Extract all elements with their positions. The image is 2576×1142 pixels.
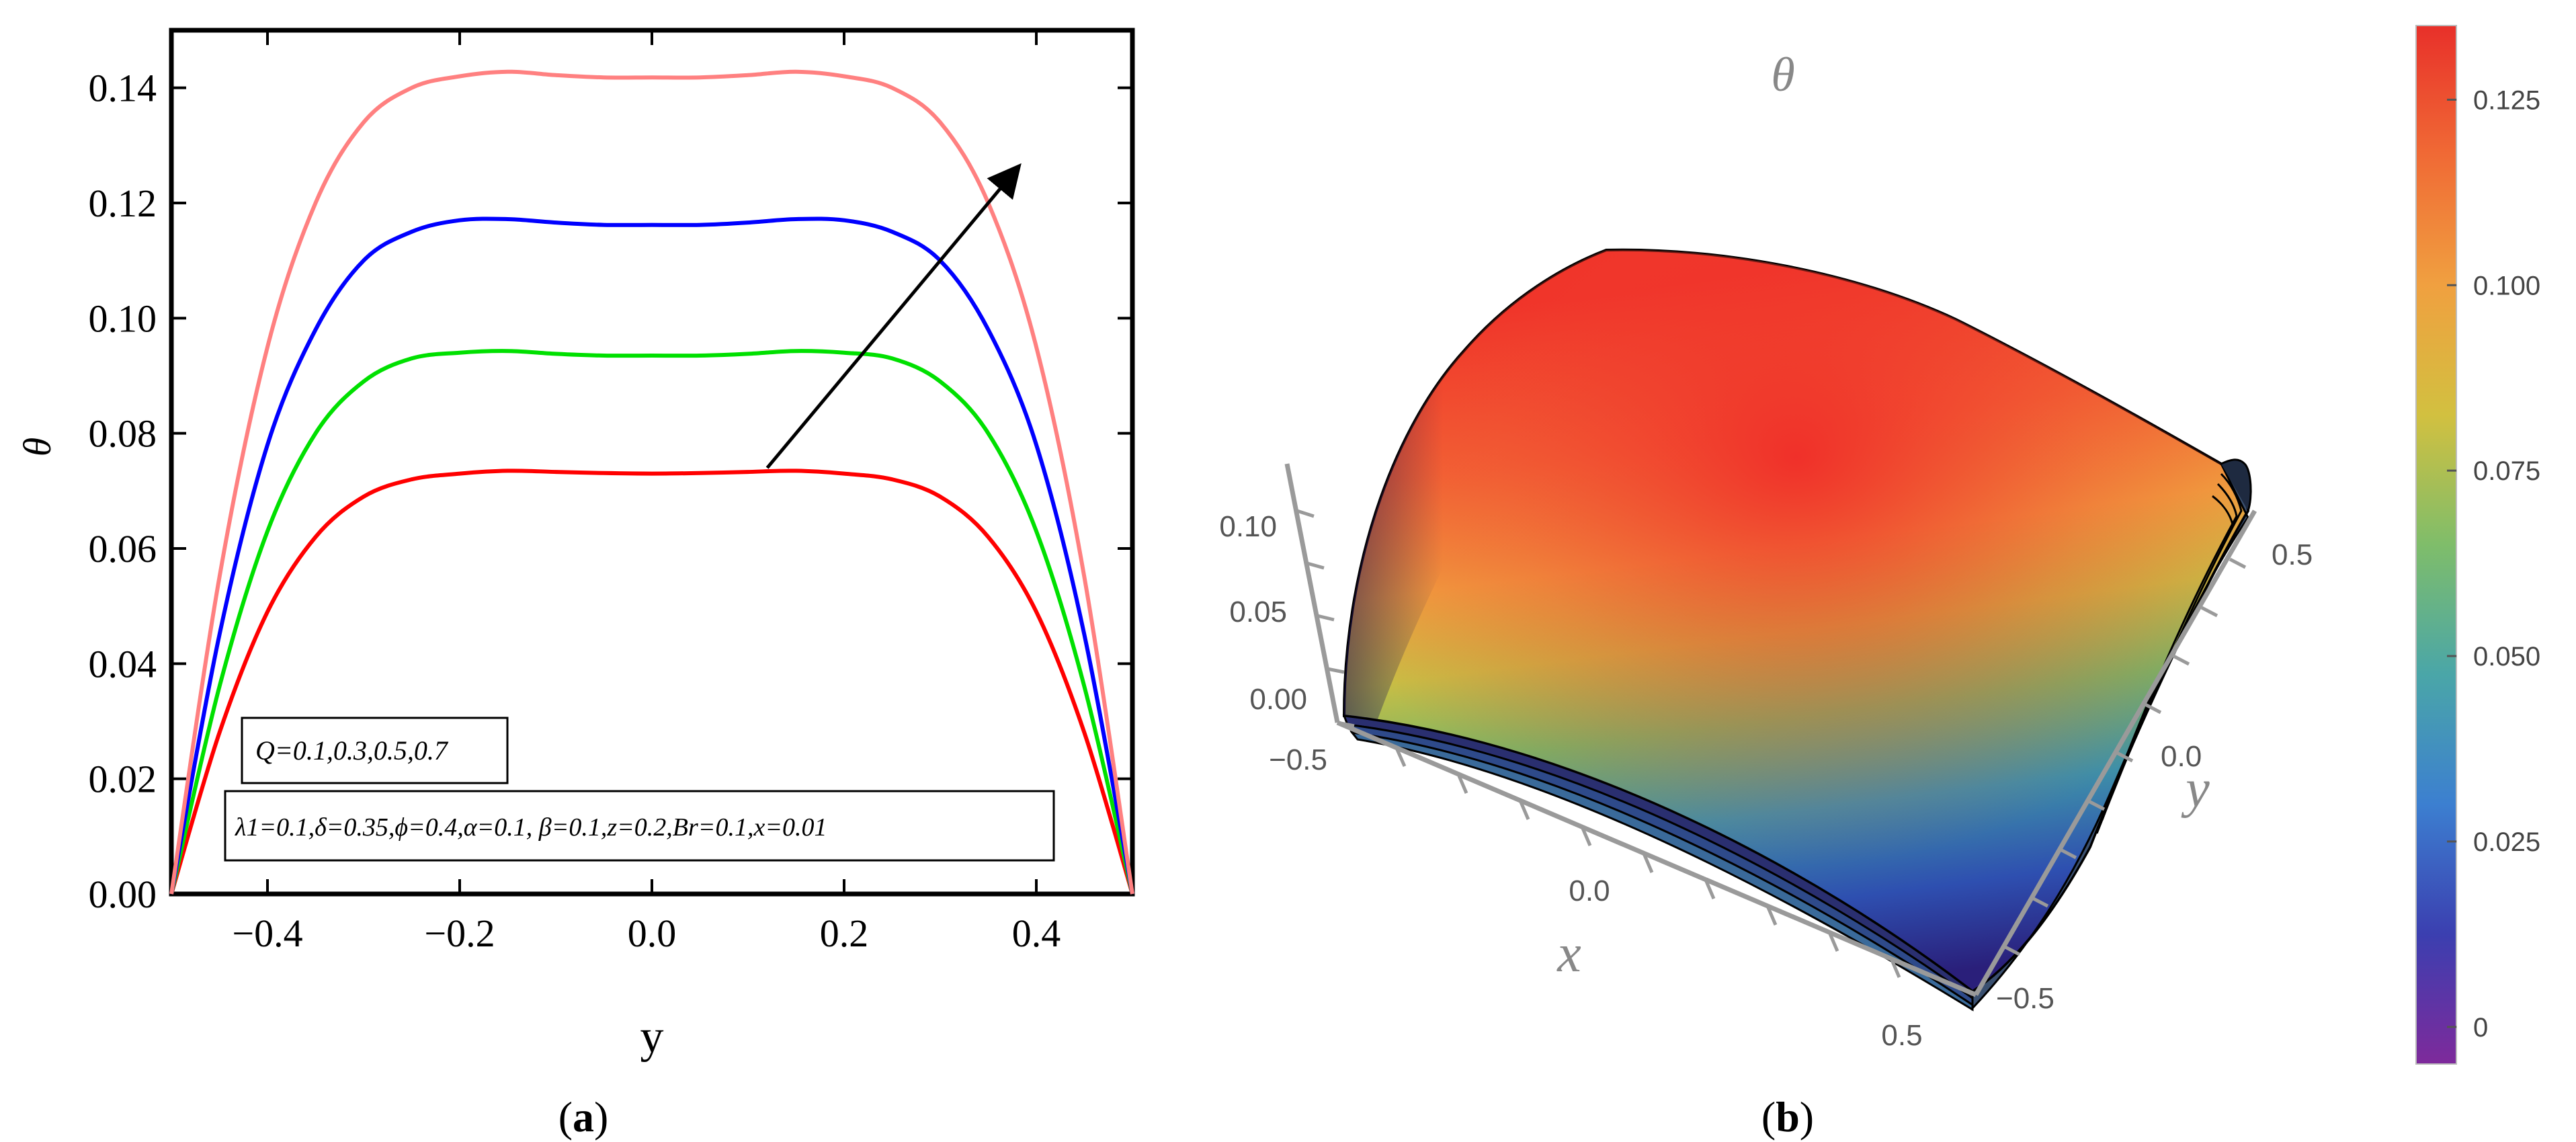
colorbar: 0 0.025 0.050 0.075 0.100 0.125	[2415, 25, 2540, 1065]
x-axis-label: y	[640, 1011, 664, 1063]
y-tick-label: 0.12	[89, 181, 157, 225]
y-tick-label: 0.06	[89, 527, 157, 571]
y-tick-label: 0.0	[2161, 740, 2202, 773]
colorbar-tick-label: 0.050	[2473, 642, 2540, 671]
panel-label-a: (a)	[558, 1093, 609, 1141]
z-tick-label: 0.05	[1229, 596, 1287, 628]
series-line	[169, 69, 1134, 895]
y-axis-ticks: 0.00 0.02 0.04 0.06 0.08 0.10 0.12 0.14	[89, 67, 1132, 916]
panel-label-b: (b)	[1761, 1093, 1814, 1141]
colorbar-tick-label: 0.025	[2473, 827, 2540, 857]
y-tick-label: 0.00	[89, 872, 157, 916]
surface-plot-panel: θ	[1219, 25, 2540, 1141]
z-tick-label: 0.00	[1249, 683, 1307, 716]
colorbar-tick-label: 0.100	[2473, 271, 2540, 300]
colorbar-tick-label: 0	[2473, 1013, 2488, 1043]
y-tick-label: 0.14	[89, 67, 157, 110]
y-tick-label: 0.08	[89, 412, 157, 456]
series-line	[169, 216, 1134, 895]
surface-title: θ	[1771, 48, 1794, 101]
colorbar-gradient	[2415, 25, 2457, 1065]
series-line	[169, 349, 1134, 895]
y-tick-label: −0.5	[1996, 982, 2054, 1015]
x-tick-label: 0.2	[820, 911, 869, 955]
surface-axes	[1284, 463, 2257, 997]
x-tick-label: 0.5	[1881, 1019, 1922, 1052]
theta-surface	[1342, 248, 2252, 1012]
x-tick-label: 0.0	[628, 911, 677, 955]
series-line	[169, 468, 1134, 895]
y-tick-label: 0.02	[89, 758, 157, 801]
colorbar-tick-label: 0.125	[2473, 85, 2540, 115]
x-tick-label: −0.2	[424, 911, 495, 955]
surface-y-label: y	[2181, 760, 2210, 819]
y-tick-label: 0.10	[89, 296, 157, 340]
legend-params-text: λ1=0.1,δ=0.35,ϕ=0.4,α=0.1, β=0.1,z=0.2,B…	[235, 813, 827, 842]
x-tick-label: 0.0	[1569, 874, 1610, 907]
x-tick-label: 0.4	[1012, 911, 1061, 955]
x-tick-label: −0.5	[1269, 743, 1327, 776]
surface-axis-ticks	[1296, 509, 2247, 978]
surface-tick-labels: 0.10 0.05 0.00 −0.5 0.0 0.5 −0.5 0.0 0.5	[1219, 510, 2313, 1052]
z-tick-label: 0.10	[1219, 510, 1277, 543]
x-axis-ticks: −0.4 −0.2 0.0 0.2 0.4	[232, 30, 1061, 955]
svg-text:(b): (b)	[1761, 1093, 1814, 1141]
legend-q-box: Q=0.1,0.3,0.5,0.7	[241, 717, 509, 784]
y-tick-label: 0.04	[89, 642, 157, 686]
legend-params-box: λ1=0.1,δ=0.35,ϕ=0.4,α=0.1, β=0.1,z=0.2,B…	[224, 790, 1055, 862]
colorbar-tick-label: 0.075	[2473, 456, 2540, 486]
trend-arrow	[765, 163, 1022, 469]
series-lines	[169, 69, 1134, 895]
surface-x-label: x	[1556, 924, 1581, 983]
legend-q-text: Q=0.1,0.3,0.5,0.7	[255, 735, 449, 766]
colorbar-ticks: 0 0.025 0.050 0.075 0.100 0.125	[2447, 85, 2540, 1043]
x-tick-label: −0.4	[232, 911, 302, 955]
line-chart-panel: 0.000.020.040.060.080.100.120.14 −0.4 −0.…	[15, 28, 1135, 1141]
y-axis-label: θ	[15, 438, 59, 457]
svg-text:(a): (a)	[558, 1093, 609, 1141]
y-tick-label: 0.5	[2272, 538, 2313, 571]
